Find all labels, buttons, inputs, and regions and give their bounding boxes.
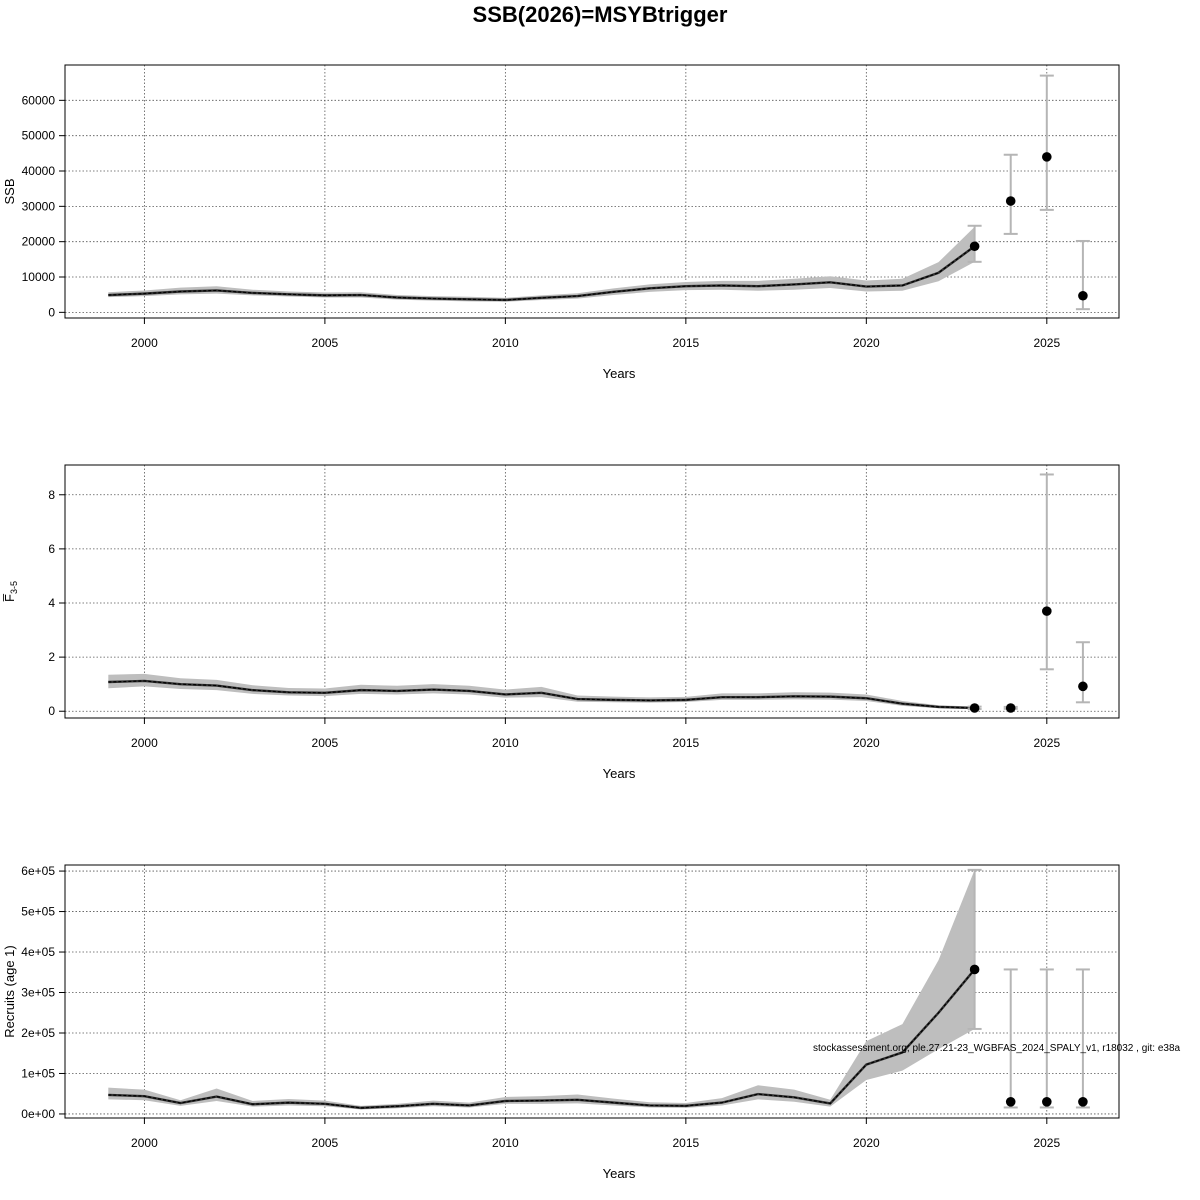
- y-tick-label: 60000: [22, 93, 56, 107]
- forecast-point: [969, 703, 980, 713]
- y-tick-label: 8: [48, 488, 55, 502]
- y-tick-label: 3e+05: [21, 986, 55, 1000]
- confidence-band: [108, 226, 975, 302]
- y-tick-label: 50000: [22, 129, 56, 143]
- forecast-point: [1005, 703, 1016, 713]
- y-tick-label: 6e+05: [21, 864, 55, 878]
- x-tick-label: 2020: [853, 336, 880, 350]
- forecast-point: [1042, 606, 1052, 616]
- y-tick-label: 4e+05: [21, 945, 55, 959]
- x-tick-label: 2020: [853, 736, 880, 750]
- x-tick-label: 2025: [1033, 1136, 1060, 1150]
- forecast-point: [969, 964, 980, 975]
- x-tick-label: 2015: [672, 736, 699, 750]
- fbar-panel: 2000 2005 2010 2015 2020 2025 0 2 4 6 8 Years F̅3-5: [2, 464, 1120, 781]
- x-tick-label: 2010: [492, 336, 519, 350]
- y-tick-label: 4: [48, 596, 55, 610]
- forecast-point: [1078, 681, 1088, 692]
- plot-frame: [64, 864, 1120, 1119]
- y-tick-label: 1e+05: [21, 1066, 55, 1080]
- forecast-point: [1042, 152, 1052, 162]
- footer-note: stockassessment.org, ple.27.21-23_WGBFAS…: [813, 1043, 1181, 1054]
- y-tick-label: 30000: [22, 199, 56, 213]
- x-axis-title: Years: [603, 766, 636, 781]
- estimate-line: [108, 968, 976, 1110]
- y-tick-label: 0: [48, 704, 55, 718]
- x-tick-label: 2005: [312, 336, 339, 350]
- y-axis-title: Recruits (age 1): [2, 945, 17, 1037]
- recruits-panel: 2000 2005 2010 2015 2020 2025 0e+00 1e+05 2e+05 3…: [2, 864, 1120, 1181]
- chart-title: SSB(2026)=MSYBtrigger: [472, 2, 728, 27]
- x-tick-label: 2020: [853, 1136, 880, 1150]
- x-tick-label: 2005: [312, 736, 339, 750]
- y-tick-label: 6: [48, 542, 55, 556]
- x-tick-label: 2000: [131, 736, 158, 750]
- forecast-point: [1005, 196, 1016, 206]
- forecast-point: [1078, 290, 1088, 301]
- x-tick-label: 2000: [131, 1136, 158, 1150]
- y-tick-label: 0: [48, 305, 55, 319]
- x-tick-label: 2010: [492, 1136, 519, 1150]
- y-tick-label: 5e+05: [21, 905, 55, 919]
- y-tick-label: 2: [48, 650, 55, 664]
- estimate-line-dotted: [108, 245, 975, 301]
- ssb-panel: 2000 2005 2010 2015 2020 2025 0 10000 20000 30000…: [2, 64, 1120, 381]
- y-tick-label: 40000: [22, 164, 56, 178]
- confidence-band: [108, 673, 975, 710]
- plot-frame: [64, 464, 1120, 719]
- x-tick-label: 2000: [131, 336, 158, 350]
- x-tick-label: 2015: [672, 1136, 699, 1150]
- forecast-point: [969, 241, 980, 252]
- x-tick-label: 2015: [672, 336, 699, 350]
- y-axis-title-subscript: 3-5: [9, 581, 19, 594]
- estimate-line: [108, 679, 975, 710]
- y-axis-title: F̅3-5: [2, 581, 19, 602]
- estimate-line-dotted: [108, 969, 976, 1109]
- forecast-point: [1042, 1097, 1052, 1107]
- x-axis-title: Years: [603, 366, 636, 381]
- x-tick-label: 2005: [312, 1136, 339, 1150]
- x-tick-label: 2025: [1033, 336, 1060, 350]
- x-tick-label: 2010: [492, 736, 519, 750]
- y-tick-label: 0e+00: [21, 1107, 55, 1121]
- x-axis-title: Years: [603, 1166, 636, 1181]
- y-tick-label: 20000: [22, 235, 56, 249]
- forecast-point: [1078, 1097, 1088, 1107]
- plot-frame: [64, 64, 1120, 319]
- forecast-point: [1005, 1097, 1016, 1107]
- y-axis-title: SSB: [2, 178, 17, 204]
- x-tick-label: 2025: [1033, 736, 1060, 750]
- y-tick-label: 10000: [22, 270, 56, 284]
- y-tick-label: 2e+05: [21, 1026, 55, 1040]
